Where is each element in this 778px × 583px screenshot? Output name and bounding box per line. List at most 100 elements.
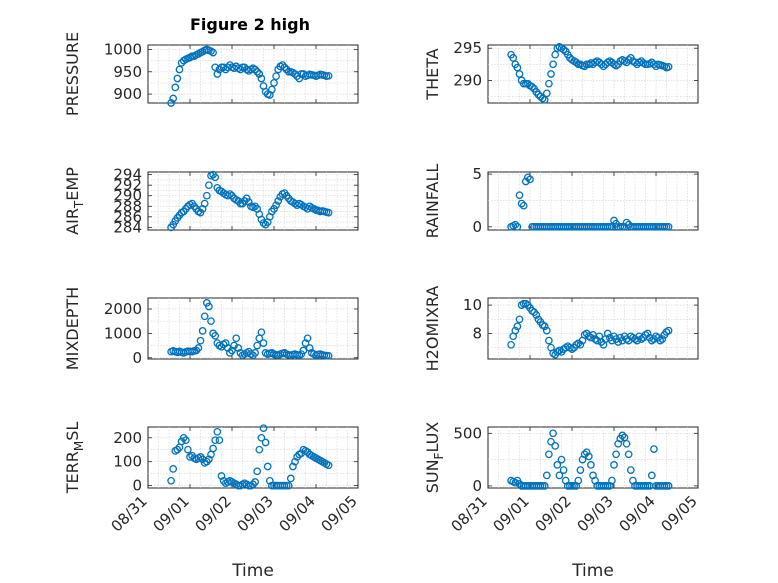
data-point [259,339,268,347]
subplot-pressure: 900 950 1000 PRESSURE [63,32,359,116]
data-point [610,461,618,469]
data-point [528,83,536,91]
data-point [171,83,180,92]
y-axis-label-2: AIRTEMP [63,167,86,235]
subplot-h2omixra: 8 10 H2OMIXRA [423,286,699,371]
data-point [274,197,283,205]
data-point [167,99,175,107]
data-point [576,340,585,349]
data-point [175,65,184,74]
data-point [553,461,562,469]
data-point [265,476,274,485]
y-tick-label: 288 [113,197,142,215]
data-point [209,444,217,453]
data-point [540,322,549,331]
data-point [584,452,593,461]
data-point [242,194,251,203]
data-point [251,65,259,74]
data-point [517,199,526,208]
data-point [545,336,553,345]
y-tick-label: 0 [132,349,142,367]
data-point [215,436,224,445]
data-point [324,351,333,360]
data-point [547,70,555,78]
data-point [263,462,272,471]
y-tick-label: 286 [113,208,142,226]
data-point [207,317,215,326]
data-point [244,198,253,206]
y-tick-label: 1000 [104,40,142,58]
y-axis-label-4: MIXDEPTH [63,287,82,370]
data-point [521,177,530,186]
data-point [251,349,259,357]
data-point [574,476,583,485]
data-point [608,476,616,485]
y-axis-label-7: SUNFLUX [423,422,446,494]
data-point [299,346,308,355]
data-point [301,339,310,347]
data-point [198,327,207,335]
data-point [626,466,635,474]
subplot-mixdepth: 0 1000 2000 MIXDEPTH [63,287,359,370]
data-point [213,70,222,78]
data-point [526,175,534,184]
data-point [519,201,528,210]
y-tick-label: 10 [463,296,482,314]
data-point [542,89,551,98]
data-point [664,326,673,335]
data-point [650,445,658,453]
data-point [557,455,566,464]
data-point [614,338,623,346]
data-point [551,50,560,59]
data-point [278,61,287,69]
x-axis-label: Time [571,561,614,581]
data-point [624,55,633,64]
subplot-rainfall: 0 5 RAINFALL [423,164,699,238]
data-point [230,341,238,350]
data-point [259,219,268,227]
data-point [622,218,631,227]
data-point [196,336,205,345]
data-point [513,322,522,331]
data-point [291,457,299,466]
data-point [289,462,297,471]
data-point [270,205,278,213]
x-axis-label: Time [231,561,274,581]
data-point [647,471,656,480]
subplot-theta: 290 295 THETA [423,39,699,104]
data-point [547,437,555,446]
data-point [280,63,289,72]
data-point [261,438,270,447]
data-point [549,60,557,69]
data-point [211,331,220,340]
data-point [295,74,304,83]
data-point [559,45,568,54]
data-point [251,478,259,486]
data-point [582,448,591,457]
data-point [255,445,264,454]
data-point [324,208,333,217]
data-point [272,72,280,81]
data-point [513,222,522,231]
data-point [540,95,549,104]
data-point [511,220,520,229]
data-point [217,472,226,480]
data-point [209,48,217,57]
data-point [593,336,602,345]
data-point [580,450,589,459]
y-tick-label: 284 [113,218,142,236]
y-tick-label: 500 [453,424,482,442]
data-point [576,466,585,474]
data-point [507,340,515,349]
data-point [599,62,608,71]
data-point [284,481,293,490]
data-point [205,455,213,464]
data-point [545,79,553,88]
data-point [551,442,560,450]
data-point [540,482,549,490]
y-tick-label: 200 [113,429,142,447]
data-point [205,302,213,311]
data-point [515,315,524,324]
data-point [196,208,205,217]
